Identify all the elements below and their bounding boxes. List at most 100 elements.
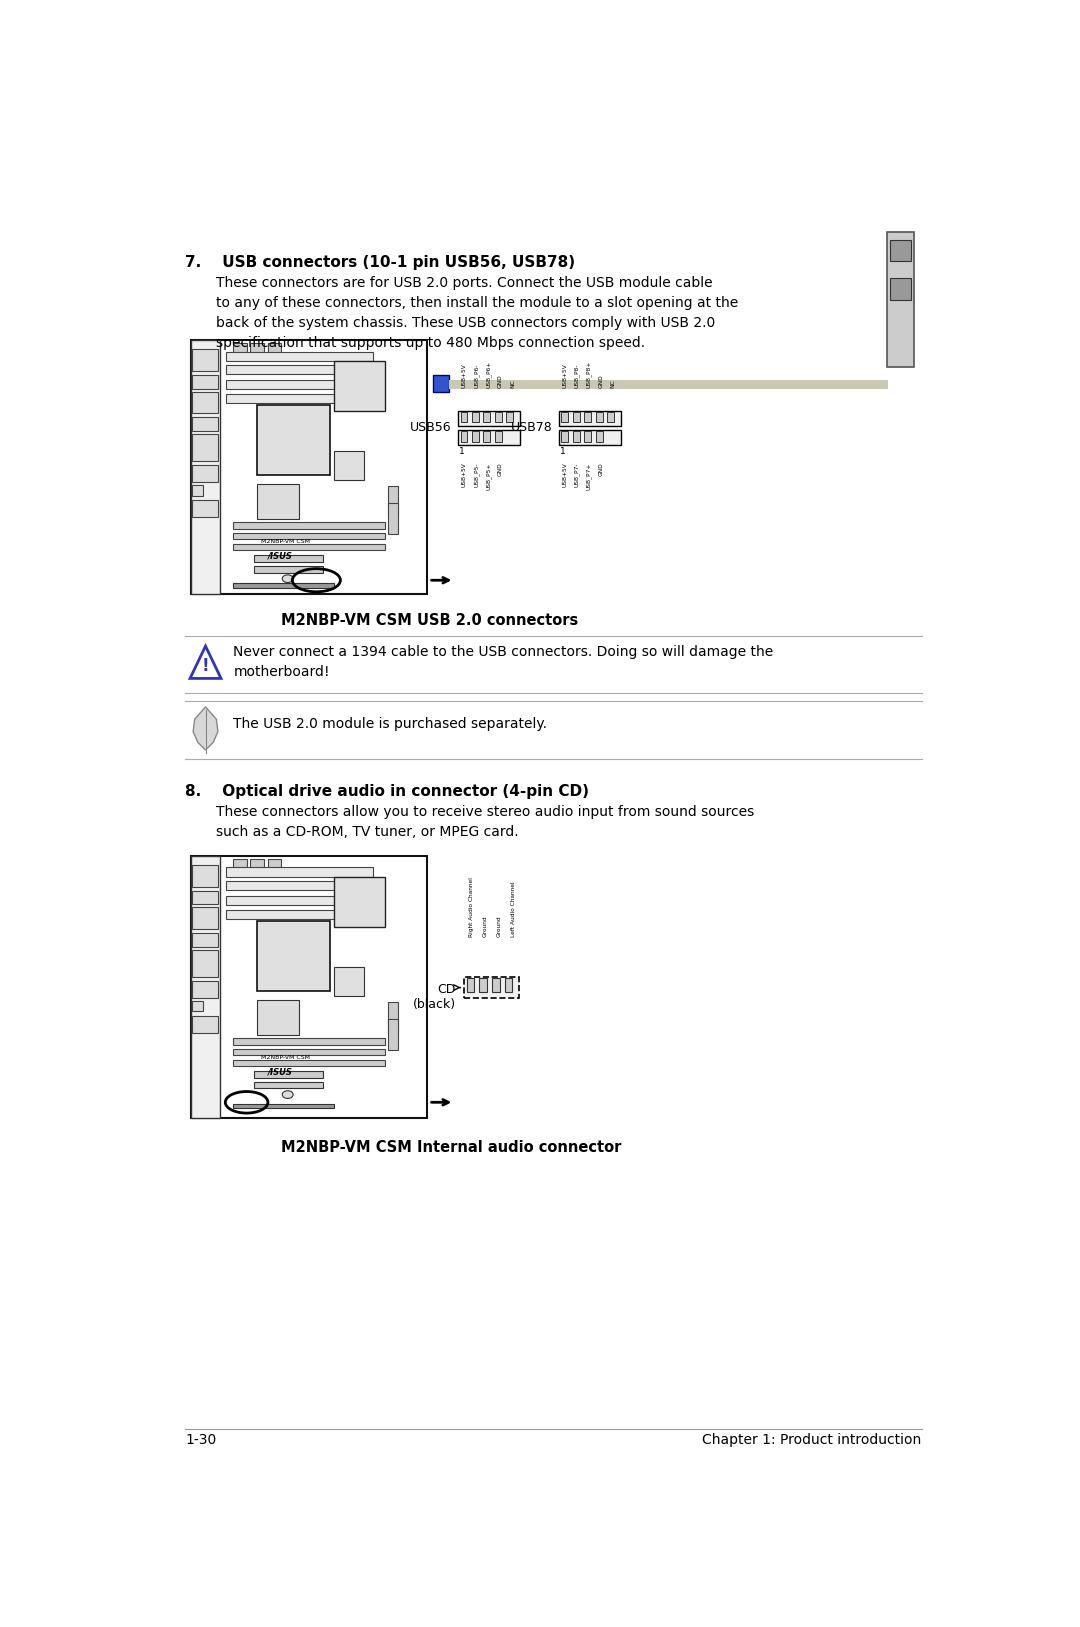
Bar (257, 1001, 299, 1035)
Bar (389, 1019, 397, 1049)
Bar (507, 412, 513, 423)
Bar (233, 1059, 384, 1066)
Bar (191, 340, 220, 594)
Text: M2NBP-VM CSM: M2NBP-VM CSM (260, 539, 310, 543)
Text: Ground: Ground (497, 914, 502, 937)
Bar (255, 1082, 323, 1088)
Bar (233, 534, 384, 540)
Bar (192, 499, 218, 517)
Bar (389, 503, 397, 534)
Bar (251, 343, 265, 356)
Bar (607, 412, 615, 423)
Bar (226, 880, 373, 890)
Text: 1-30: 1-30 (186, 1433, 217, 1448)
Text: M2NBP-VM CSM Internal audio connector: M2NBP-VM CSM Internal audio connector (281, 1141, 621, 1155)
Bar (472, 431, 478, 441)
Bar (255, 566, 323, 573)
Bar (233, 1103, 334, 1108)
Text: /ISUS: /ISUS (268, 1067, 293, 1077)
Text: CD
(black): CD (black) (413, 983, 456, 1010)
Bar (191, 856, 220, 1118)
Text: These connectors are for USB 2.0 ports. Connect the USB module cable
to any of t: These connectors are for USB 2.0 ports. … (216, 277, 739, 350)
Bar (596, 431, 603, 441)
Text: /ISUS: /ISUS (268, 552, 293, 561)
Text: Never connect a 1394 cable to the USB connectors. Doing so will damage the
mothe: Never connect a 1394 cable to the USB co… (233, 644, 773, 678)
Text: M2NBP-VM CSM USB 2.0 connectors: M2NBP-VM CSM USB 2.0 connectors (281, 613, 578, 628)
Bar (226, 909, 373, 919)
Bar (257, 405, 330, 475)
Bar (233, 1038, 384, 1045)
Polygon shape (193, 706, 218, 750)
Bar (192, 417, 218, 431)
Text: These connectors allow you to receive stereo audio input from sound sources
such: These connectors allow you to receive st… (216, 805, 755, 840)
Bar (233, 543, 384, 550)
Bar (268, 343, 282, 356)
Bar (192, 908, 218, 929)
Bar (192, 350, 218, 371)
Bar (460, 412, 468, 423)
Bar (192, 981, 218, 997)
Bar (458, 430, 521, 446)
Text: USB_P7-: USB_P7- (575, 462, 580, 486)
Text: USB_P5+: USB_P5+ (486, 462, 491, 490)
Bar (596, 412, 603, 423)
Bar (572, 431, 580, 441)
Bar (572, 412, 580, 423)
Bar (192, 1001, 203, 1012)
Bar (559, 412, 621, 426)
Bar (192, 434, 218, 460)
Bar (389, 486, 397, 517)
Bar (255, 1071, 323, 1077)
Text: USB56: USB56 (410, 421, 451, 434)
Bar (226, 394, 373, 403)
Bar (495, 431, 502, 441)
Bar (559, 430, 621, 446)
Text: USB+5V: USB+5V (563, 363, 568, 387)
Bar (495, 412, 502, 423)
Bar (257, 921, 330, 991)
Text: USB_P8-: USB_P8- (575, 363, 580, 387)
Text: 1: 1 (559, 447, 566, 456)
Bar (268, 859, 282, 872)
Bar (251, 859, 265, 872)
Bar (562, 412, 568, 423)
Bar (458, 412, 521, 426)
Bar (226, 351, 373, 361)
Bar (492, 978, 500, 992)
Bar (890, 278, 910, 299)
Text: The USB 2.0 module is purchased separately.: The USB 2.0 module is purchased separate… (233, 716, 548, 731)
Bar (334, 361, 384, 412)
Ellipse shape (282, 574, 293, 582)
Bar (192, 392, 218, 413)
Bar (584, 412, 591, 423)
Text: USB_P5-: USB_P5- (473, 462, 480, 486)
Bar (484, 431, 490, 441)
Text: NC: NC (510, 379, 515, 387)
Bar (472, 412, 478, 423)
Text: 1: 1 (459, 447, 464, 456)
Bar (233, 859, 247, 872)
Text: USB78: USB78 (511, 421, 553, 434)
Bar (192, 950, 218, 976)
Bar (192, 866, 218, 887)
Bar (257, 483, 299, 519)
Text: !: ! (202, 657, 210, 675)
Text: USB_P6-: USB_P6- (473, 363, 480, 387)
Bar (226, 381, 373, 389)
Bar (192, 374, 218, 389)
Text: GND: GND (598, 374, 604, 387)
Text: M2NBP-VM CSM: M2NBP-VM CSM (260, 1054, 310, 1059)
Bar (255, 555, 323, 561)
Bar (433, 376, 449, 392)
Bar (192, 485, 203, 496)
Bar (191, 856, 428, 1118)
Bar (463, 976, 519, 999)
Bar (389, 1002, 397, 1033)
Text: 8.    Optical drive audio in connector (4-pin CD): 8. Optical drive audio in connector (4-p… (186, 784, 590, 799)
Bar (192, 1015, 218, 1033)
Ellipse shape (282, 1090, 293, 1098)
Text: Left Audio Channel: Left Audio Channel (511, 882, 516, 937)
Bar (192, 932, 218, 947)
Text: Right Audio Channel: Right Audio Channel (469, 877, 474, 937)
Text: Ground: Ground (483, 914, 488, 937)
